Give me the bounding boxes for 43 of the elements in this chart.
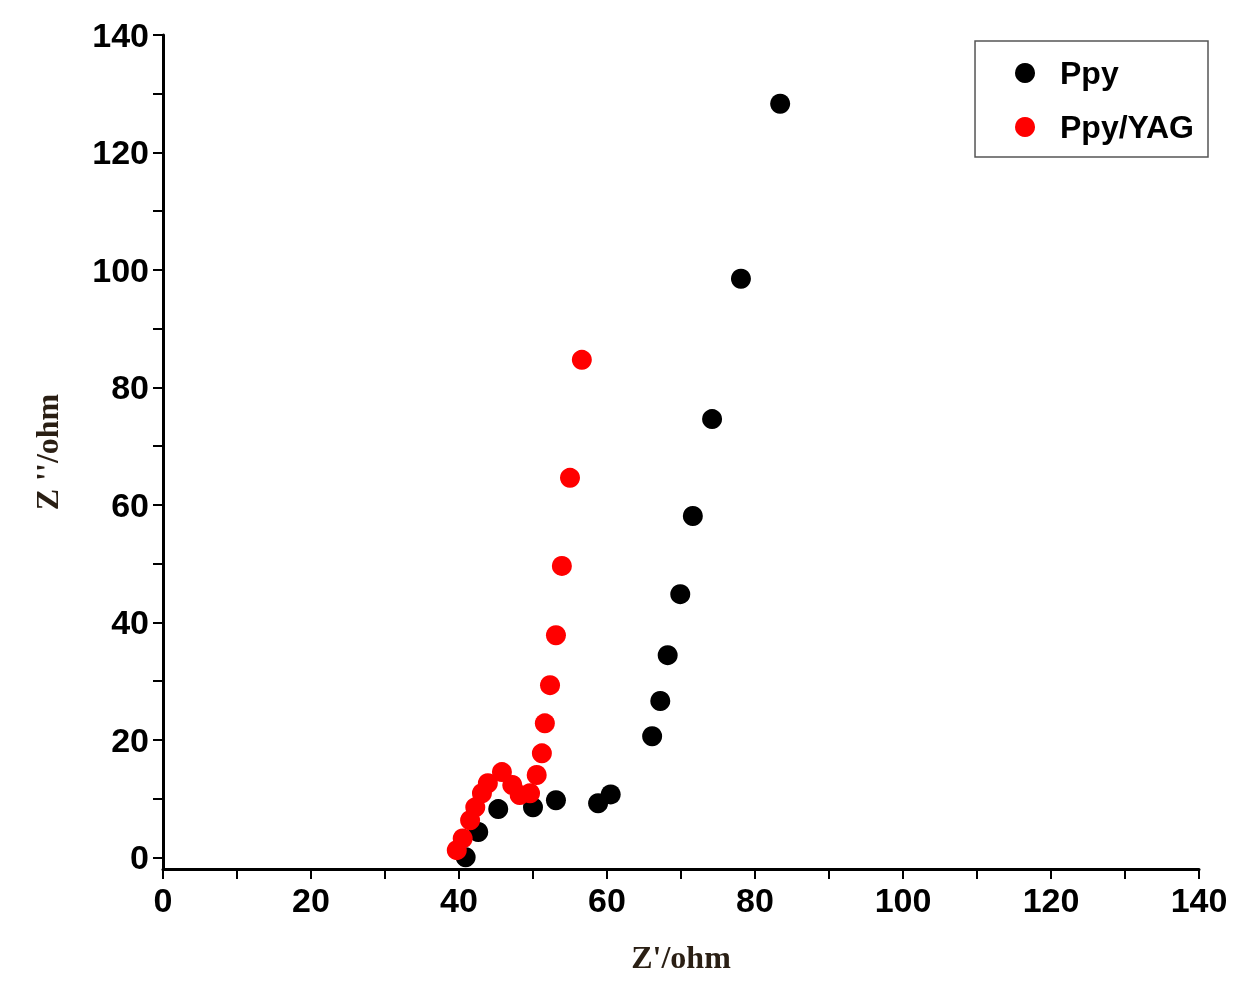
point: [571, 349, 592, 370]
point: [657, 645, 678, 666]
y-tick-label: 100: [92, 250, 149, 289]
point: [770, 93, 791, 114]
point: [560, 467, 580, 488]
x-tick-label: 100: [874, 881, 932, 919]
point: [526, 765, 547, 786]
point: [452, 828, 473, 849]
point: [600, 784, 621, 805]
point: [477, 773, 498, 794]
x-tick-label: 60: [588, 881, 626, 919]
point: [650, 691, 671, 712]
point: [682, 506, 703, 527]
y-tick-label: 0: [130, 838, 149, 877]
x-tick-label: 80: [736, 881, 774, 919]
x-tick-label: 20: [292, 881, 330, 919]
point: [702, 409, 723, 430]
point: [642, 726, 663, 747]
y-tick-label: 60: [111, 485, 149, 524]
point: [488, 799, 509, 820]
point: [545, 625, 566, 646]
y-tick-label: 80: [111, 368, 149, 407]
point: [551, 555, 572, 576]
x-tick-label: 120: [1022, 881, 1080, 919]
y-tick-label: 40: [111, 603, 149, 642]
y-tick-label: 140: [92, 16, 149, 54]
x-tick-label: 0: [153, 881, 173, 919]
point: [534, 713, 555, 734]
x-axis-title: Z'/ohm: [631, 939, 732, 975]
point: [730, 268, 751, 289]
legend-label: Ppy/YAG: [1060, 109, 1194, 145]
point: [491, 762, 512, 783]
point: [670, 584, 691, 605]
x-tick-label: 40: [440, 881, 478, 919]
point: [540, 675, 561, 696]
y-tick-label: 20: [111, 720, 149, 759]
point: [545, 790, 566, 811]
y-tick-label: 120: [92, 133, 149, 172]
point: [520, 783, 541, 804]
x-tick-label: 140: [1170, 881, 1228, 919]
y-axis-title: Z ''/ohm: [29, 393, 65, 511]
legend-label: Ppy: [1060, 55, 1119, 91]
point: [531, 743, 552, 764]
